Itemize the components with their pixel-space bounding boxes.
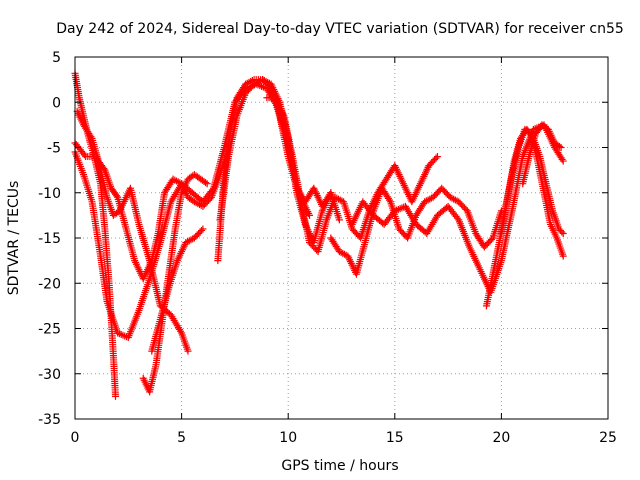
data-point-marker bbox=[335, 216, 343, 224]
data-point-marker bbox=[559, 252, 567, 260]
x-tick-label: 25 bbox=[599, 430, 617, 446]
y-tick-label: -15 bbox=[38, 231, 61, 247]
y-tick-label: -30 bbox=[38, 367, 61, 383]
data-point-marker bbox=[206, 195, 214, 203]
x-tick-label: 15 bbox=[386, 430, 404, 446]
series-track-4 bbox=[73, 107, 233, 283]
data-point-marker bbox=[112, 392, 120, 400]
y-axis-label: SDTVAR / TECUs bbox=[6, 181, 22, 296]
data-point-marker bbox=[385, 196, 393, 204]
data-point-marker bbox=[199, 225, 207, 233]
data-point-marker bbox=[487, 236, 495, 244]
series-track-10 bbox=[327, 184, 505, 278]
y-tick-label: -5 bbox=[47, 141, 61, 157]
data-point-marker bbox=[202, 179, 210, 187]
tick-layer: 0 5 10 15 20 25 5 0 -5 -10 -15 -20 -25 -30 -35 bbox=[38, 50, 617, 446]
x-axis-label: GPS time / hours bbox=[281, 458, 398, 474]
series-track-9 bbox=[263, 94, 441, 256]
series-track-1 bbox=[71, 69, 120, 400]
y-tick-label: -10 bbox=[38, 186, 61, 202]
data-point-marker bbox=[462, 205, 470, 213]
data-point-marker bbox=[453, 214, 461, 222]
x-tick-label: 0 bbox=[71, 430, 80, 446]
data-point-marker bbox=[432, 154, 440, 162]
series-track-13 bbox=[497, 125, 567, 237]
series-track-5 bbox=[139, 171, 211, 396]
data-point-marker bbox=[184, 347, 192, 355]
data-point-marker bbox=[555, 142, 563, 150]
y-tick-label: -20 bbox=[38, 276, 61, 292]
data-point-marker bbox=[559, 157, 567, 165]
data-point-marker bbox=[306, 211, 314, 219]
series-track-6 bbox=[148, 225, 207, 355]
data-point-marker bbox=[80, 151, 88, 159]
data-point-marker bbox=[197, 201, 205, 209]
chart-title: Day 242 of 2024, Sidereal Day-to-day VTE… bbox=[56, 21, 624, 37]
x-tick-label: 10 bbox=[279, 430, 297, 446]
x-tick-label: 20 bbox=[492, 430, 510, 446]
data-point-marker bbox=[87, 133, 95, 141]
marker-layer bbox=[71, 69, 567, 400]
data-point-marker bbox=[558, 155, 566, 163]
data-point-marker bbox=[558, 228, 566, 236]
data-point-marker bbox=[100, 165, 108, 173]
y-tick-label: -35 bbox=[38, 412, 61, 428]
data-point-marker bbox=[557, 144, 565, 151]
data-point-marker bbox=[433, 153, 441, 161]
data-point-marker bbox=[197, 226, 205, 234]
y-tick-label: 0 bbox=[52, 95, 61, 111]
x-tick-label: 5 bbox=[177, 430, 186, 446]
series-track-3 bbox=[71, 80, 314, 342]
data-point-marker bbox=[203, 180, 211, 188]
y-tick-label: -25 bbox=[38, 322, 61, 338]
data-point-marker bbox=[113, 192, 121, 200]
y-tick-label: 5 bbox=[52, 50, 61, 66]
series-track-14 bbox=[519, 121, 565, 188]
data-point-marker bbox=[559, 229, 567, 237]
